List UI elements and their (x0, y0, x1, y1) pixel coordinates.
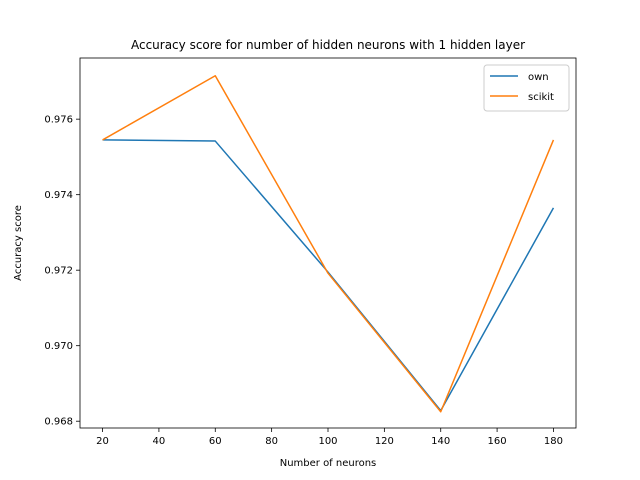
x-axis: 20 40 60 80 100 120 140 160 180 (96, 428, 563, 447)
legend-label-own: own (528, 72, 549, 83)
y-axis: 0.968 0.970 0.972 0.974 0.976 (44, 115, 80, 428)
x-axis-title: Number of neurons (280, 458, 377, 469)
y-tick-label: 0.976 (44, 115, 73, 126)
x-tick-label: 100 (318, 436, 337, 447)
x-tick-label: 160 (488, 436, 507, 447)
x-tick-label: 180 (544, 436, 563, 447)
x-tick-label: 20 (96, 436, 109, 447)
y-tick-label: 0.974 (44, 190, 73, 201)
x-tick-label: 140 (431, 436, 450, 447)
x-tick-label: 120 (375, 436, 394, 447)
y-tick-label: 0.972 (44, 266, 73, 277)
legend: own scikit (483, 64, 570, 112)
legend-box (483, 64, 570, 112)
y-axis-title: Accuracy score (13, 205, 24, 281)
y-tick-label: 0.970 (44, 341, 73, 352)
x-tick-label: 60 (209, 436, 222, 447)
legend-label-scikit: scikit (528, 92, 554, 103)
series-lines (102, 74, 555, 413)
series-line-scikit (102, 74, 555, 413)
x-tick-label: 80 (265, 436, 278, 447)
chart-title: Accuracy score for number of hidden neur… (131, 38, 525, 52)
y-tick-label: 0.968 (44, 417, 73, 428)
x-tick-label: 40 (153, 436, 166, 447)
